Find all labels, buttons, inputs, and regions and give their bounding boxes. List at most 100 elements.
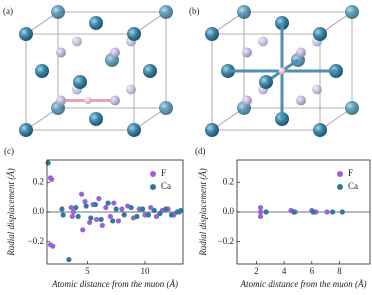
x-tick-label: 10: [140, 266, 150, 276]
point: [121, 212, 127, 218]
point: [66, 256, 72, 263]
plot-frame: [236, 159, 371, 265]
fluorine-atom: [110, 47, 120, 58]
calcium-atom: [73, 75, 87, 89]
point: [163, 206, 169, 212]
point: [73, 204, 79, 211]
y-axis-label: Radial displacement (Å): [198, 168, 208, 256]
y-tick-label: −0.2: [218, 236, 234, 246]
y-axis-label: Radial displacement (Å): [6, 168, 16, 256]
point: [107, 213, 113, 220]
calcium-atom: [127, 123, 141, 137]
fluorine-atom: [296, 95, 306, 106]
point: [59, 206, 65, 212]
point: [115, 218, 122, 224]
point: [75, 213, 81, 220]
point: [291, 209, 297, 215]
fluorine-atom: [296, 47, 306, 58]
point: [140, 206, 146, 212]
point: [83, 203, 89, 209]
point: [98, 216, 104, 223]
y-tick-label: −0.2: [28, 236, 44, 246]
x-tick-label: 5: [85, 266, 90, 276]
point: [153, 213, 160, 220]
point: [128, 204, 134, 211]
calcium-atom: [159, 101, 173, 115]
point: [60, 212, 66, 218]
point: [78, 191, 85, 197]
point: [105, 200, 111, 206]
panel-label: (b): [189, 6, 200, 16]
fluorine-atom: [72, 36, 82, 47]
point: [113, 206, 119, 212]
point: [103, 204, 109, 211]
x-tick-label: 4: [282, 266, 287, 276]
point: [80, 227, 86, 233]
point: [88, 215, 94, 221]
point: [151, 207, 157, 214]
point: [45, 160, 51, 166]
fluorine-atom: [242, 47, 252, 58]
point: [178, 207, 184, 214]
calcium-atom: [345, 101, 359, 115]
x-axis-label: Atomic distance from the muon (Å): [240, 279, 367, 289]
calcium-atom: [19, 27, 33, 41]
point: [134, 213, 140, 220]
point: [69, 213, 75, 220]
fluorine-atom: [258, 36, 268, 47]
calcium-atom: [89, 112, 103, 126]
y-tick-label: 0.0: [33, 206, 45, 216]
point: [148, 204, 154, 211]
point: [157, 210, 163, 217]
calcium-atom: [237, 5, 251, 19]
point: [111, 200, 117, 206]
legend-marker: [150, 184, 156, 190]
fluorine-atom: [56, 95, 66, 106]
y-tick-label: 0.2: [223, 176, 234, 186]
calcium-atom: [35, 64, 49, 78]
legend-label: Ca: [348, 181, 358, 191]
point: [324, 209, 330, 215]
point: [329, 209, 336, 215]
point: [96, 196, 102, 202]
point: [339, 209, 345, 215]
calcium-atom: [205, 123, 219, 137]
point: [99, 222, 105, 228]
legend-marker: [337, 171, 343, 177]
point: [145, 212, 152, 218]
point: [310, 209, 316, 215]
fluorine-atom: [242, 95, 252, 106]
point: [87, 219, 93, 225]
point: [49, 176, 55, 182]
plot-frame: [46, 159, 184, 265]
point: [263, 209, 269, 215]
panel-label: (a): [3, 6, 13, 16]
muon: [84, 97, 92, 104]
point: [68, 204, 74, 211]
calcium-atom: [259, 75, 273, 89]
legend-label: Ca: [161, 181, 171, 191]
point: [93, 216, 100, 223]
fluorine-atom: [126, 84, 136, 95]
calcium-atom: [159, 5, 173, 19]
legend-marker: [337, 184, 343, 190]
panel-label: (c): [4, 146, 14, 156]
x-tick-label: 8: [337, 266, 342, 276]
calcium-atom: [313, 123, 327, 137]
point: [82, 199, 88, 205]
calcium-atom: [89, 16, 103, 30]
point: [70, 209, 77, 215]
x-tick-label: 2: [254, 266, 259, 276]
fluorine-atom: [110, 95, 120, 106]
x-axis-label: Atomic distance from the muon (Å): [51, 279, 178, 289]
x-tick-label: 6: [310, 266, 315, 276]
calcium-atom: [127, 27, 141, 41]
y-tick-label: 0.0: [223, 206, 235, 216]
calcium-atom: [143, 64, 157, 78]
legend-label: F: [161, 168, 166, 178]
point: [92, 201, 99, 208]
panel-label: (d): [195, 146, 206, 156]
point: [50, 243, 56, 249]
point: [119, 206, 125, 212]
